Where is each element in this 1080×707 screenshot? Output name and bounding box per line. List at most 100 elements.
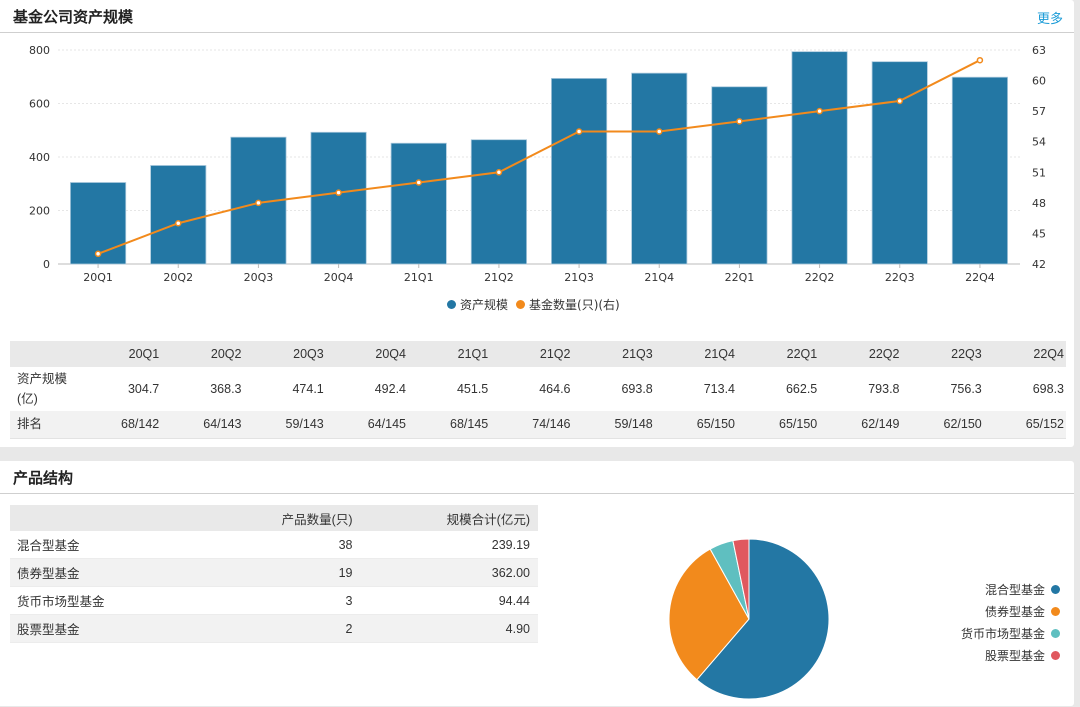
value-cell: 756.3: [950, 382, 982, 396]
table-row-asset-scale: 资产规模 (亿) 304.7 368.3 474.1 492.4 451.5 464.6 693…: [10, 367, 1066, 411]
bar-20Q4: [310, 131, 367, 265]
right-axis-tick: 54: [1032, 136, 1046, 149]
line-point-21Q4: [656, 128, 663, 135]
header-cell: 21Q3: [622, 347, 653, 361]
header-cell: 21Q2: [539, 347, 571, 361]
left-axis-tick: 800: [29, 44, 50, 57]
asset-scale-chart: 0 200 400 600 800 42 45 48 51 54 57 60 63 20Q1 20Q2 20Q…: [29, 44, 1046, 284]
asset-scale-header: 基金公司资产规模 更多: [0, 0, 1074, 33]
legend-dot-icon: [1051, 606, 1060, 616]
value-cell: 464.6: [539, 382, 571, 396]
scale-cell: 4.90: [505, 621, 530, 636]
x-axis-label: 22Q3: [885, 271, 915, 284]
pie-legend-item[interactable]: 股票型基金: [961, 644, 1060, 666]
bar-22Q1: [711, 86, 768, 265]
product-structure-header: 产品结构: [0, 461, 1074, 494]
fund-type-cell: 股票型基金: [17, 623, 80, 637]
legend-label: 基金数量(只)(右): [529, 298, 620, 312]
pie-legend-item[interactable]: 债券型基金: [961, 600, 1060, 622]
legend-item-assets[interactable]: 资产规模: [447, 296, 508, 313]
value-cell: 68/142: [121, 417, 160, 432]
header-cell: 21Q4: [704, 347, 735, 361]
row-label: 排名: [17, 417, 43, 432]
table-row: 债券型基金 19 362.00: [10, 558, 538, 587]
value-cell: 65/152: [1025, 417, 1064, 432]
pie-legend: 混合型基金债券型基金货币市场型基金 股票型基金: [961, 578, 1060, 666]
right-axis-tick: 45: [1032, 227, 1046, 240]
x-axis-label: 22Q4: [965, 271, 995, 284]
value-cell: 64/145: [367, 417, 406, 432]
x-axis-label: 21Q2: [484, 271, 514, 284]
value-cell: 59/148: [614, 417, 653, 432]
right-axis-tick: 57: [1032, 105, 1046, 118]
asset-scale-title: 基金公司资产规模: [13, 8, 134, 26]
x-axis-label: 20Q3: [244, 271, 274, 284]
bar-22Q4: [951, 76, 1008, 265]
line-point-20Q1: [94, 250, 102, 258]
pie-slice-1[interactable]: [668, 548, 750, 681]
x-axis-label: 21Q3: [564, 271, 594, 284]
value-cell: 59/143: [285, 417, 324, 432]
header-cell: 22Q4: [1033, 347, 1064, 361]
value-cell: 74/146: [532, 417, 571, 432]
bar-22Q2: [791, 51, 848, 265]
x-axis-label: 21Q4: [644, 271, 674, 284]
value-cell: 662.5: [785, 382, 818, 396]
table-row: 股票型基金 2 4.90: [10, 614, 538, 643]
scale-cell: 362.00: [491, 565, 530, 580]
right-axis-tick: 63: [1032, 44, 1046, 57]
quarterly-table: 20Q1 20Q2 20Q3 20Q4 21Q1 21Q2 21Q3 21Q4 22Q1 22Q2…: [10, 341, 1066, 439]
value-cell: 68/145: [450, 417, 489, 432]
line-point-22Q1: [736, 118, 743, 125]
bar-21Q2: [470, 139, 527, 265]
line-point-22Q4: [976, 56, 984, 64]
table-row: 货币市场型基金 3 94.44: [10, 587, 538, 615]
legend-dot-icon: [1051, 584, 1060, 594]
pie-legend-item[interactable]: 货币市场型基金: [961, 622, 1060, 644]
pie-legend-label: 债券型基金: [984, 604, 1045, 619]
pie-legend-label: 混合型基金: [984, 582, 1045, 597]
x-axis-label: 20Q4: [324, 271, 354, 284]
legend-item-fund-count[interactable]: 基金数量(只)(右): [516, 296, 620, 313]
fund-type-cell: 混合型基金: [17, 539, 80, 553]
header-cell: [10, 505, 207, 531]
count-cell: 19: [338, 565, 353, 580]
line-point-20Q2: [175, 219, 182, 227]
scale-cell: 239.19: [491, 537, 530, 552]
value-cell: 62/149: [861, 417, 900, 432]
value-cell: 65/150: [696, 417, 735, 432]
line-point-21Q1: [415, 179, 422, 186]
header-cell: 20Q1: [128, 347, 160, 361]
header-cell: 22Q1: [786, 347, 818, 361]
bar-20Q2: [150, 165, 207, 265]
legend-label: 资产规模: [460, 298, 509, 312]
header-cell: 20Q2: [210, 347, 242, 361]
more-link[interactable]: 更多: [1036, 12, 1063, 27]
bar-21Q4: [631, 72, 688, 265]
header-cell: [10, 341, 79, 367]
asset-scale-panel: 基金公司资产规模 更多 0 200 400 600 800 42 45 48 51 54 57 60 6…: [0, 0, 1074, 447]
value-cell: 793.8: [868, 382, 900, 396]
left-axis-tick: 400: [29, 151, 50, 164]
header-cell: 22Q3: [951, 347, 982, 361]
legend-dot-icon: [447, 300, 456, 309]
right-axis-tick: 42: [1032, 258, 1046, 271]
pie-slice-0[interactable]: [696, 538, 830, 700]
value-cell: 451.5: [456, 382, 489, 396]
pie-slice-3[interactable]: [732, 538, 750, 620]
bar-21Q1: [390, 142, 447, 265]
x-axis-label: 20Q2: [163, 271, 193, 284]
left-axis-tick: 0: [43, 258, 50, 271]
pie-legend-item[interactable]: 混合型基金: [961, 578, 1060, 600]
value-cell: 65/150: [779, 417, 818, 432]
header-cell: 21Q1: [457, 347, 489, 361]
fund-count-line: [97, 59, 981, 255]
chart-legend: 资产规模 基金数量(只)(右): [447, 296, 620, 313]
legend-dot-icon: [516, 300, 526, 309]
value-cell: 62/150: [943, 417, 982, 432]
value-cell: 713.4: [703, 382, 735, 396]
count-cell: 38: [338, 537, 353, 552]
line-point-21Q3: [575, 128, 583, 135]
scale-cell: 94.44: [498, 593, 530, 608]
value-cell: 304.7: [127, 382, 160, 396]
